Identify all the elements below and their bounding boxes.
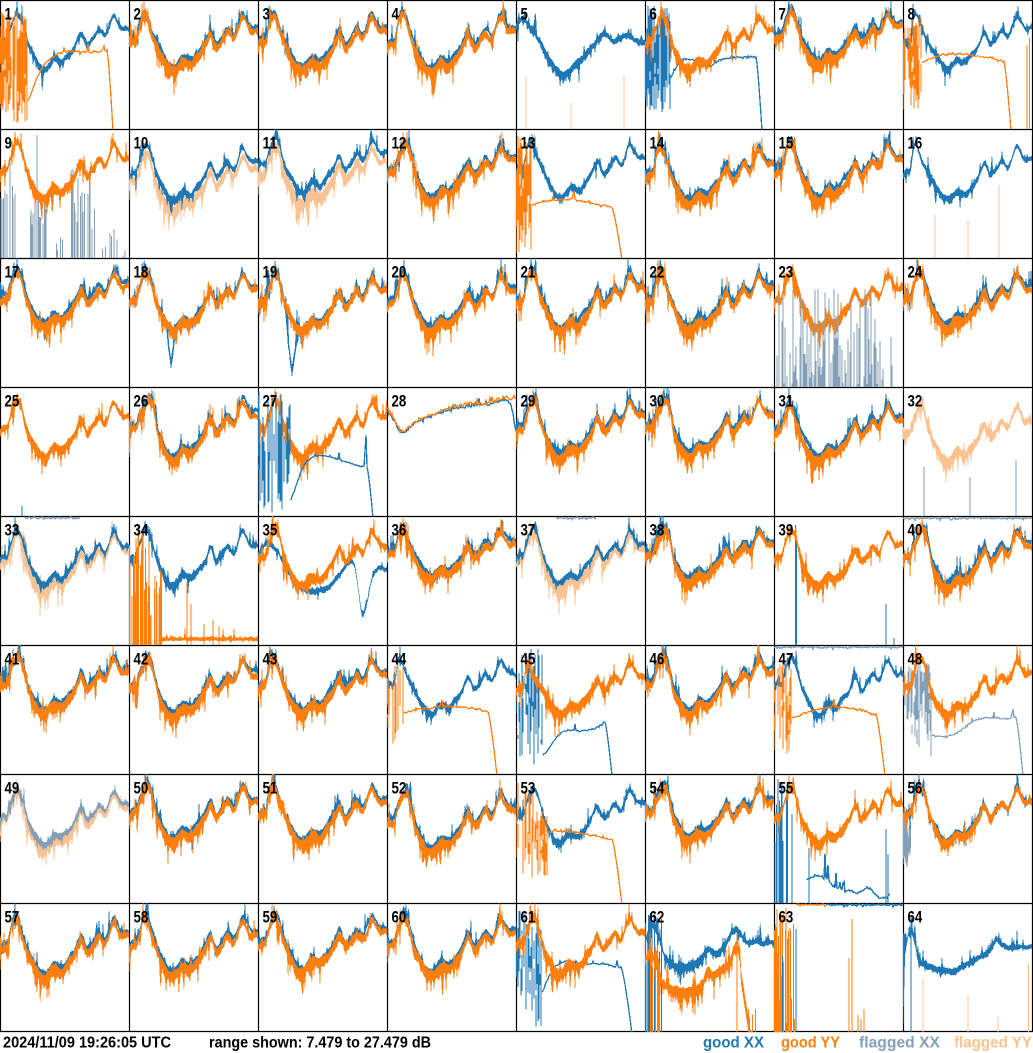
svg-text:48: 48 xyxy=(908,650,923,669)
svg-text:41: 41 xyxy=(5,650,20,669)
svg-text:1: 1 xyxy=(5,5,12,24)
svg-text:30: 30 xyxy=(650,392,665,411)
svg-text:62: 62 xyxy=(650,908,665,927)
svg-text:55: 55 xyxy=(779,779,794,798)
svg-text:51: 51 xyxy=(263,779,278,798)
svg-text:52: 52 xyxy=(392,779,407,798)
svg-text:63: 63 xyxy=(779,908,794,927)
svg-text:42: 42 xyxy=(134,650,149,669)
svg-text:56: 56 xyxy=(908,779,923,798)
svg-text:46: 46 xyxy=(650,650,665,669)
svg-text:11: 11 xyxy=(263,134,278,153)
svg-text:13: 13 xyxy=(521,134,536,153)
svg-text:35: 35 xyxy=(263,521,278,540)
svg-text:16: 16 xyxy=(908,134,923,153)
svg-text:3: 3 xyxy=(263,5,270,24)
svg-text:23: 23 xyxy=(779,263,794,282)
svg-text:49: 49 xyxy=(5,779,20,798)
svg-text:59: 59 xyxy=(263,908,278,927)
svg-text:good XX: good XX xyxy=(703,1035,764,1052)
svg-text:range shown: 7.479 to 27.479 d: range shown: 7.479 to 27.479 dB xyxy=(209,1035,431,1052)
svg-text:21: 21 xyxy=(521,263,536,282)
svg-text:57: 57 xyxy=(5,908,20,927)
svg-text:27: 27 xyxy=(263,392,278,411)
svg-text:36: 36 xyxy=(392,521,407,540)
svg-text:47: 47 xyxy=(779,650,794,669)
svg-text:14: 14 xyxy=(650,134,665,153)
svg-text:61: 61 xyxy=(521,908,536,927)
svg-text:good YY: good YY xyxy=(781,1035,840,1052)
svg-text:38: 38 xyxy=(650,521,665,540)
svg-text:8: 8 xyxy=(908,5,915,24)
svg-text:7: 7 xyxy=(779,5,786,24)
svg-text:5: 5 xyxy=(521,5,528,24)
svg-text:32: 32 xyxy=(908,392,923,411)
svg-text:28: 28 xyxy=(392,392,407,411)
svg-text:50: 50 xyxy=(134,779,149,798)
svg-text:9: 9 xyxy=(5,134,12,153)
svg-text:31: 31 xyxy=(779,392,794,411)
svg-text:29: 29 xyxy=(521,392,536,411)
svg-text:17: 17 xyxy=(5,263,20,282)
svg-text:58: 58 xyxy=(134,908,149,927)
svg-text:40: 40 xyxy=(908,521,923,540)
svg-text:43: 43 xyxy=(263,650,278,669)
svg-text:64: 64 xyxy=(908,908,923,927)
svg-text:45: 45 xyxy=(521,650,536,669)
svg-text:12: 12 xyxy=(392,134,407,153)
svg-text:26: 26 xyxy=(134,392,149,411)
svg-text:44: 44 xyxy=(392,650,407,669)
svg-text:18: 18 xyxy=(134,263,149,282)
svg-text:39: 39 xyxy=(779,521,794,540)
svg-text:19: 19 xyxy=(263,263,278,282)
svg-text:37: 37 xyxy=(521,521,536,540)
svg-text:24: 24 xyxy=(908,263,923,282)
svg-text:2: 2 xyxy=(134,5,141,24)
svg-text:6: 6 xyxy=(650,5,657,24)
svg-text:4: 4 xyxy=(392,5,400,24)
svg-text:54: 54 xyxy=(650,779,665,798)
svg-text:60: 60 xyxy=(392,908,407,927)
svg-text:2024/11/09 19:26:05 UTC: 2024/11/09 19:26:05 UTC xyxy=(3,1035,171,1052)
svg-text:flagged YY: flagged YY xyxy=(954,1035,1032,1052)
svg-text:22: 22 xyxy=(650,263,665,282)
svg-text:25: 25 xyxy=(5,392,20,411)
svg-text:flagged XX: flagged XX xyxy=(859,1035,940,1052)
svg-text:34: 34 xyxy=(134,521,149,540)
svg-text:53: 53 xyxy=(521,779,536,798)
svg-text:10: 10 xyxy=(134,134,149,153)
svg-text:15: 15 xyxy=(779,134,794,153)
svg-text:20: 20 xyxy=(392,263,407,282)
svg-text:33: 33 xyxy=(5,521,20,540)
